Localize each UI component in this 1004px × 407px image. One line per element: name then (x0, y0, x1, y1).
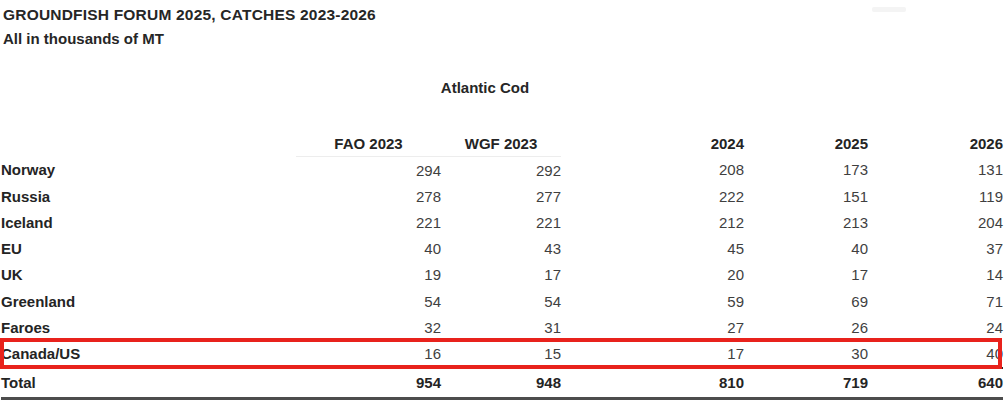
column-header-2026: 2026 (868, 130, 1003, 157)
row-label: Greenland (1, 288, 296, 314)
row-label: Total (1, 368, 296, 399)
cell-2026: 640 (868, 368, 1003, 399)
cell-2025: 30 (744, 340, 868, 367)
table-row-canada-us: Canada/US 16 15 17 30 40 (1, 340, 1003, 367)
page-title: GROUNDFISH FORUM 2025, CATCHES 2023-2026 (3, 3, 376, 27)
cell-wgf-2023: 948 (441, 368, 561, 399)
cell-2025: 151 (744, 183, 868, 209)
row-label: Norway (1, 157, 296, 184)
cell-2026: 37 (868, 236, 1003, 262)
row-label: Canada/US (1, 340, 296, 367)
row-label: Faroes (1, 314, 296, 340)
cell-2026: 24 (868, 314, 1003, 340)
cell-2025: 17 (744, 262, 868, 288)
column-header-2024: 2024 (561, 130, 744, 157)
cell-2024: 222 (561, 183, 744, 209)
cell-2025: 173 (744, 157, 868, 184)
cell-2024: 212 (561, 209, 744, 235)
cell-fao-2023: 19 (296, 262, 441, 288)
cell-wgf-2023: 54 (441, 288, 561, 314)
row-label: Russia (1, 183, 296, 209)
cell-2026: 131 (868, 157, 1003, 184)
table-row-russia: Russia 278 277 222 151 119 (1, 183, 1003, 209)
cell-wgf-2023: 221 (441, 209, 561, 235)
cell-2025: 69 (744, 288, 868, 314)
table-row-total: Total 954 948 810 719 640 (1, 368, 1003, 399)
cell-fao-2023: 54 (296, 288, 441, 314)
cell-2025: 719 (744, 368, 868, 399)
row-label: EU (1, 236, 296, 262)
cell-fao-2023: 40 (296, 236, 441, 262)
column-header-wgf-2023: WGF 2023 (441, 130, 561, 157)
cell-wgf-2023: 31 (441, 314, 561, 340)
column-header-2025: 2025 (744, 130, 868, 157)
header-row: FAO 2023 WGF 2023 2024 2025 2026 (1, 130, 1003, 157)
table-row-iceland: Iceland 221 221 212 213 204 (1, 209, 1003, 235)
title-block: GROUNDFISH FORUM 2025, CATCHES 2023-2026… (3, 3, 376, 50)
cell-wgf-2023: 277 (441, 183, 561, 209)
table-row-faroes: Faroes 32 31 27 26 24 (1, 314, 1003, 340)
cell-2026: 40 (868, 340, 1003, 367)
row-label: Iceland (1, 209, 296, 235)
cell-2025: 213 (744, 209, 868, 235)
cell-2024: 59 (561, 288, 744, 314)
cell-2025: 26 (744, 314, 868, 340)
cell-2026: 14 (868, 262, 1003, 288)
column-header-fao-2023: FAO 2023 (296, 130, 441, 157)
cell-wgf-2023: 15 (441, 340, 561, 367)
cell-2024: 20 (561, 262, 744, 288)
screenshot-root: GROUNDFISH FORUM 2025, CATCHES 2023-2026… (0, 0, 1004, 407)
cell-2024: 17 (561, 340, 744, 367)
top-right-artifact (872, 7, 906, 12)
cell-2024: 810 (561, 368, 744, 399)
table-row-uk: UK 19 17 20 17 14 (1, 262, 1003, 288)
cell-2025: 40 (744, 236, 868, 262)
cell-2024: 208 (561, 157, 744, 184)
cell-2024: 27 (561, 314, 744, 340)
catches-table: FAO 2023 WGF 2023 2024 2025 2026 Norway … (1, 130, 1003, 400)
cell-2026: 119 (868, 183, 1003, 209)
column-header-country (1, 130, 296, 157)
cell-2024: 45 (561, 236, 744, 262)
table-row-eu: EU 40 43 45 40 37 (1, 236, 1003, 262)
cell-fao-2023: 32 (296, 314, 441, 340)
cell-fao-2023: 954 (296, 368, 441, 399)
cell-wgf-2023: 17 (441, 262, 561, 288)
cell-fao-2023: 294 (296, 157, 441, 184)
page-subtitle: All in thousands of MT (3, 27, 376, 50)
table-row-norway: Norway 294 292 208 173 131 (1, 157, 1003, 184)
cell-2026: 71 (868, 288, 1003, 314)
table-row-greenland: Greenland 54 54 59 69 71 (1, 288, 1003, 314)
cell-fao-2023: 221 (296, 209, 441, 235)
table-title: Atlantic Cod (0, 79, 970, 96)
cell-wgf-2023: 292 (441, 157, 561, 184)
cell-fao-2023: 278 (296, 183, 441, 209)
row-label: UK (1, 262, 296, 288)
cell-fao-2023: 16 (296, 340, 441, 367)
cell-wgf-2023: 43 (441, 236, 561, 262)
cell-2026: 204 (868, 209, 1003, 235)
